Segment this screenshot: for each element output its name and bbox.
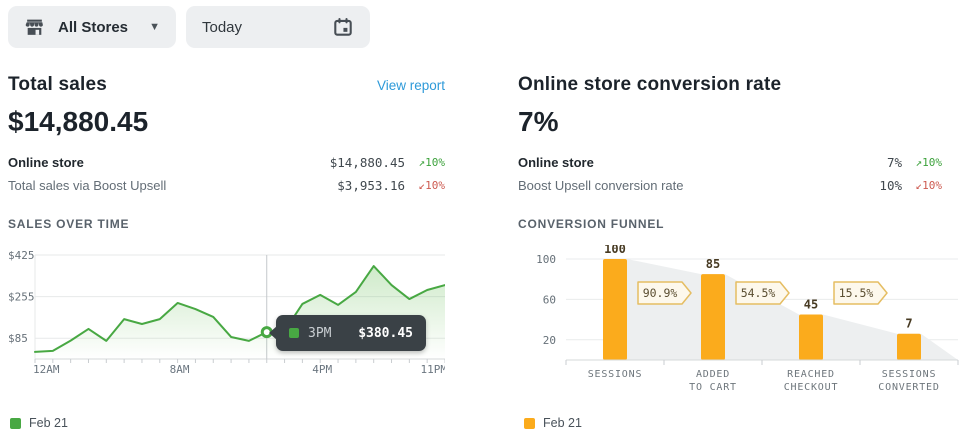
store-selector-button[interactable]: All Stores ▼ bbox=[8, 6, 176, 48]
store-selector-label: All Stores bbox=[58, 18, 129, 36]
view-report-link[interactable]: View report bbox=[376, 78, 445, 93]
category-label: ADDED bbox=[696, 369, 730, 380]
tooltip-value: $380.45 bbox=[358, 325, 413, 341]
conversion-rate-panel: Online store conversion rate 7% Online s… bbox=[518, 74, 960, 430]
bar-value-label: 85 bbox=[706, 257, 720, 271]
metric-value: $14,880.45 bbox=[329, 155, 405, 170]
conversion-badge bbox=[833, 281, 888, 305]
total-sales-panel: Total sales View report $14,880.45 Onlin… bbox=[8, 74, 447, 430]
sales-line[interactable] bbox=[34, 265, 446, 353]
y-tick-label: 60 bbox=[543, 293, 556, 306]
conversion-rate-value: 7% bbox=[518, 106, 559, 137]
toolbar: All Stores ▼ Today bbox=[8, 6, 370, 48]
x-tick-label: 11PM bbox=[421, 363, 446, 376]
category-label: SESSIONS bbox=[882, 369, 937, 380]
panel-title: Online store conversion rate bbox=[518, 74, 782, 95]
metric-label: Boost Upsell conversion rate bbox=[518, 178, 684, 193]
category-label: CONVERTED bbox=[878, 382, 939, 393]
x-tick-label: 8AM bbox=[170, 363, 190, 376]
funnel-bar[interactable] bbox=[799, 314, 823, 360]
metric-label: Online store bbox=[518, 155, 594, 170]
chart-tooltip: 3PM $380.45 bbox=[269, 315, 426, 351]
funnel-bar-chart-svg[interactable]: 100 60 20 100 85 45 7 90.9% 54.5% 15.5% SESSIONS AD… bbox=[518, 242, 960, 393]
metric-value: 7% bbox=[886, 155, 902, 170]
metric-delta: ↙10% bbox=[418, 179, 446, 192]
metric-label: Online store bbox=[8, 155, 84, 170]
tooltip-series-swatch bbox=[289, 328, 299, 338]
y-tick-label: 100 bbox=[536, 253, 556, 266]
sales-over-time-chart[interactable]: $425 $255 $85 12AM 8AM 4PM 11PM 3PM $380.45 bbox=[8, 245, 447, 384]
y-tick-label: $85 bbox=[8, 332, 28, 345]
legend-label: Feb 21 bbox=[543, 416, 582, 430]
category-label: REACHED bbox=[787, 369, 835, 380]
section-title-sales-over-time: SALES OVER TIME bbox=[8, 217, 130, 231]
y-tick-label: $255 bbox=[8, 291, 35, 304]
sales-legend: Feb 21 bbox=[10, 416, 445, 430]
metric-label: Total sales via Boost Upsell bbox=[8, 178, 167, 193]
legend-label: Feb 21 bbox=[29, 416, 68, 430]
badge-label: 90.9% bbox=[643, 286, 678, 300]
sales-metrics: Online store $14,880.45 ↗10% Total sales… bbox=[8, 151, 445, 197]
category-label: CHECKOUT bbox=[784, 382, 839, 393]
metric-row: Total sales via Boost Upsell $3,953.16 ↙… bbox=[8, 174, 445, 197]
y-tick-label: $425 bbox=[8, 249, 35, 262]
funnel-bar[interactable] bbox=[701, 274, 725, 360]
legend-swatch bbox=[524, 417, 535, 429]
metric-delta: ↗10% bbox=[418, 156, 446, 169]
chevron-down-icon: ▼ bbox=[149, 21, 160, 33]
category-label: SESSIONS bbox=[588, 369, 643, 380]
tooltip-time: 3PM bbox=[308, 325, 332, 341]
metric-value: 10% bbox=[879, 178, 902, 193]
date-range-button[interactable]: Today bbox=[186, 6, 370, 48]
x-tick-label: 4PM bbox=[312, 363, 332, 376]
funnel-bar[interactable] bbox=[603, 259, 627, 360]
y-tick-label: 20 bbox=[543, 334, 556, 347]
conversion-metrics: Online store 7% ↗10% Boost Upsell conver… bbox=[518, 151, 960, 197]
bar-value-label: 100 bbox=[604, 245, 626, 256]
x-tick-label: 12AM bbox=[33, 363, 60, 376]
legend-swatch bbox=[10, 417, 21, 429]
sales-line-chart-svg[interactable]: $425 $255 $85 12AM 8AM 4PM 11PM bbox=[8, 245, 447, 379]
conversion-badge bbox=[637, 281, 692, 305]
bar-value-label: 45 bbox=[804, 298, 818, 312]
calendar-icon bbox=[334, 18, 352, 36]
metric-row: Online store 7% ↗10% bbox=[518, 151, 942, 174]
storefront-icon bbox=[25, 19, 43, 35]
badge-label: 15.5% bbox=[839, 286, 874, 300]
total-sales-value: $14,880.45 bbox=[8, 106, 149, 137]
metric-row: Boost Upsell conversion rate 10% ↙10% bbox=[518, 174, 942, 197]
metric-value: $3,953.16 bbox=[337, 178, 405, 193]
badge-label: 54.5% bbox=[741, 286, 776, 300]
panel-title: Total sales bbox=[8, 74, 107, 95]
metric-delta: ↙10% bbox=[915, 179, 943, 192]
funnel-legend: Feb 21 bbox=[524, 416, 960, 430]
funnel-bar[interactable] bbox=[897, 333, 921, 360]
metric-row: Online store $14,880.45 ↗10% bbox=[8, 151, 445, 174]
conversion-badge bbox=[735, 281, 790, 305]
bar-value-label: 7 bbox=[905, 317, 912, 331]
metric-delta: ↗10% bbox=[915, 156, 943, 169]
date-range-label: Today bbox=[202, 18, 243, 36]
section-title-conversion-funnel: CONVERSION FUNNEL bbox=[518, 217, 665, 231]
conversion-funnel-chart[interactable]: 100 60 20 100 85 45 7 90.9% 54.5% 15.5% SESSIONS AD… bbox=[518, 242, 960, 398]
category-label: TO CART bbox=[689, 382, 737, 393]
